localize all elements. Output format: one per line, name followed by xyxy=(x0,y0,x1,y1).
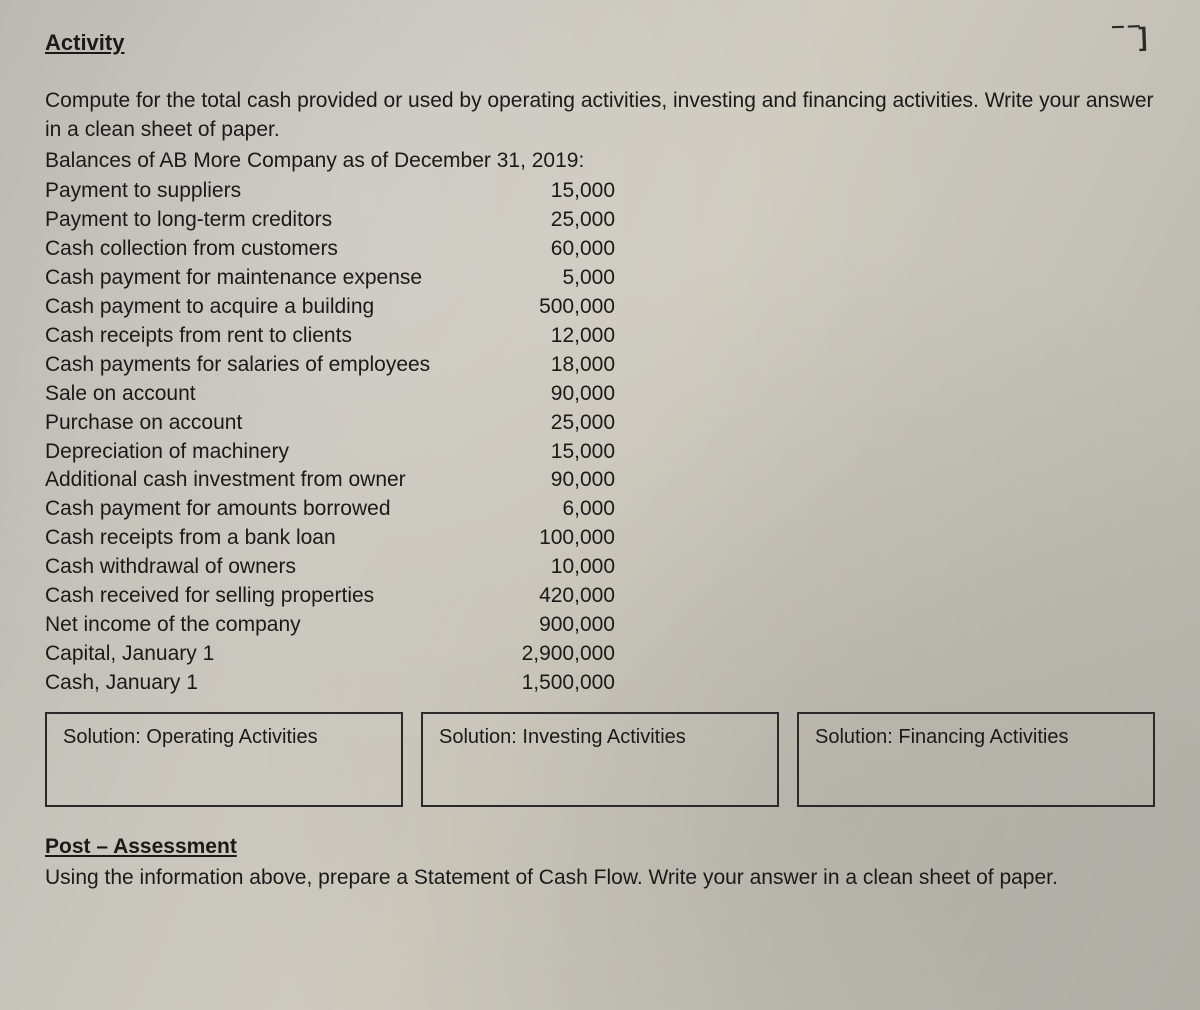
balance-label: Cash withdrawal of owners xyxy=(45,553,485,582)
balance-row: Purchase on account25,000 xyxy=(45,409,1155,438)
balance-value: 25,000 xyxy=(485,409,615,438)
balance-row: Cash payment for maintenance expense5,00… xyxy=(45,264,1155,293)
balance-label: Purchase on account xyxy=(45,409,485,438)
balance-value: 5,000 xyxy=(485,264,615,293)
balance-label: Cash, January 1 xyxy=(45,669,485,698)
balance-label: Payment to suppliers xyxy=(45,177,485,206)
balance-value: 420,000 xyxy=(485,582,615,611)
balance-row: Payment to long-term creditors25,000 xyxy=(45,206,1155,235)
balance-label: Sale on account xyxy=(45,380,485,409)
balance-value: 90,000 xyxy=(485,466,615,495)
balance-value: 100,000 xyxy=(485,524,615,553)
balance-row: Net income of the company900,000 xyxy=(45,611,1155,640)
post-assessment-instruction: Using the information above, prepare a S… xyxy=(45,863,1155,892)
document-page: ‾ ‾] Activity Compute for the total cash… xyxy=(45,30,1155,893)
balance-value: 1,500,000 xyxy=(485,669,615,698)
balance-label: Cash received for selling properties xyxy=(45,582,485,611)
instruction-text: Compute for the total cash provided or u… xyxy=(45,86,1155,145)
solution-boxes: Solution: Operating Activities Solution:… xyxy=(45,712,1155,807)
balance-value: 10,000 xyxy=(485,553,615,582)
solution-operating: Solution: Operating Activities xyxy=(45,712,403,807)
balance-row: Cash, January 11,500,000 xyxy=(45,669,1155,698)
balance-row: Cash receipts from a bank loan100,000 xyxy=(45,524,1155,553)
balance-label: Cash payments for salaries of employees xyxy=(45,351,485,380)
corner-mark: ‾ ‾] xyxy=(1113,21,1147,53)
balance-label: Cash receipts from rent to clients xyxy=(45,322,485,351)
balance-row: Cash payment for amounts borrowed6,000 xyxy=(45,495,1155,524)
balances-subheading: Balances of AB More Company as of Decemb… xyxy=(45,149,1155,173)
balance-value: 15,000 xyxy=(485,438,615,467)
balance-label: Cash receipts from a bank loan xyxy=(45,524,485,553)
balance-value: 15,000 xyxy=(485,177,615,206)
balance-value: 90,000 xyxy=(485,380,615,409)
balance-row: Cash withdrawal of owners10,000 xyxy=(45,553,1155,582)
balance-value: 60,000 xyxy=(485,235,615,264)
post-assessment-heading: Post – Assessment xyxy=(45,835,1155,859)
balance-value: 18,000 xyxy=(485,351,615,380)
balance-label: Cash collection from customers xyxy=(45,235,485,264)
balance-value: 500,000 xyxy=(485,293,615,322)
balance-row: Sale on account90,000 xyxy=(45,380,1155,409)
balance-row: Capital, January 12,900,000 xyxy=(45,640,1155,669)
balance-label: Depreciation of machinery xyxy=(45,438,485,467)
balance-label: Cash payment for maintenance expense xyxy=(45,264,485,293)
balance-row: Cash collection from customers60,000 xyxy=(45,235,1155,264)
balance-value: 6,000 xyxy=(485,495,615,524)
activity-heading: Activity xyxy=(45,30,1155,56)
balance-label: Cash payment to acquire a building xyxy=(45,293,485,322)
balance-row: Additional cash investment from owner90,… xyxy=(45,466,1155,495)
balance-value: 12,000 xyxy=(485,322,615,351)
balance-row: Depreciation of machinery15,000 xyxy=(45,438,1155,467)
balance-row: Payment to suppliers15,000 xyxy=(45,177,1155,206)
balance-label: Payment to long-term creditors xyxy=(45,206,485,235)
solution-investing: Solution: Investing Activities xyxy=(421,712,779,807)
balance-value: 25,000 xyxy=(485,206,615,235)
balance-value: 2,900,000 xyxy=(485,640,615,669)
balance-label: Net income of the company xyxy=(45,611,485,640)
balance-label: Capital, January 1 xyxy=(45,640,485,669)
balance-row: Cash receipts from rent to clients12,000 xyxy=(45,322,1155,351)
balance-row: Cash received for selling properties420,… xyxy=(45,582,1155,611)
balance-row: Cash payments for salaries of employees1… xyxy=(45,351,1155,380)
balance-label: Additional cash investment from owner xyxy=(45,466,485,495)
balance-list: Payment to suppliers15,000Payment to lon… xyxy=(45,177,1155,698)
solution-financing: Solution: Financing Activities xyxy=(797,712,1155,807)
balance-label: Cash payment for amounts borrowed xyxy=(45,495,485,524)
balance-value: 900,000 xyxy=(485,611,615,640)
balance-row: Cash payment to acquire a building500,00… xyxy=(45,293,1155,322)
